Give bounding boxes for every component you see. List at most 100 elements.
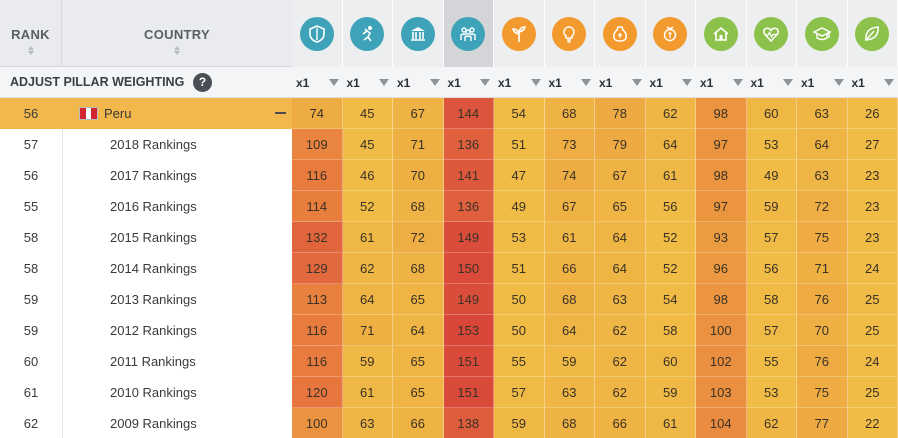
score-cell: 64 [595,253,646,284]
pillar-column-header[interactable] [797,0,848,67]
score-cell: 49 [494,191,545,222]
lightbulb-icon [552,16,587,51]
score-cell: 97 [696,129,747,160]
score-cell: 71 [342,315,393,346]
rank-header[interactable]: RANK [0,0,62,67]
score-cell: 77 [797,408,848,438]
pillar-column-header[interactable] [595,0,646,67]
pillar-column-header[interactable] [544,0,595,67]
dropdown-arrow-icon[interactable] [328,79,339,86]
adjust-weighting-row: ADJUST PILLAR WEIGHTING ? x1 x1 x1 x1 x1 x1 x1… [0,67,898,98]
country-header[interactable]: COUNTRY [62,0,292,67]
pillar-column-header[interactable] [746,0,797,67]
dropdown-arrow-icon[interactable] [783,79,793,86]
pillar-column-header[interactable] [393,0,444,67]
weight-selector[interactable]: x1 [797,67,848,98]
dropdown-arrow-icon[interactable] [480,79,490,86]
pillar-column-header[interactable] [292,0,343,67]
dropdown-arrow-icon[interactable] [379,79,389,86]
score-cell: 65 [393,284,444,315]
table-row: 60 2011 Rankings 116 59 65 151 55 59 62 60 102 55 76… [0,346,898,377]
score-cell: 64 [342,284,393,315]
score-cell: 98 [696,160,747,191]
weight-selector[interactable]: x1 [595,67,646,98]
dropdown-arrow-icon[interactable] [581,79,591,86]
rank-value: 62 [0,408,62,438]
score-cell: 61 [342,377,393,408]
pillar-column-header[interactable] [696,0,747,67]
country-row[interactable]: 56 Peru 74 45 67 144 54 68 78 62 98 60 63 26 [0,98,898,129]
sort-icon[interactable] [173,46,181,56]
weight-selector[interactable]: x1 [444,67,495,98]
help-icon[interactable]: ? [193,73,212,92]
score-cell: 63 [342,408,393,438]
weight-selector[interactable]: x1 [848,67,898,98]
weight-selector[interactable]: x1 [393,67,444,98]
weight-selector[interactable]: x1 [696,67,747,98]
score-cell: 45 [342,129,393,160]
weight-value: x1 [346,76,360,90]
score-cell: 109 [292,129,343,160]
table-row: 55 2016 Rankings 114 52 68 136 49 67 65 56 97 59 72 2… [0,191,898,222]
dropdown-arrow-icon[interactable] [884,79,894,86]
dropdown-arrow-icon[interactable] [429,79,440,86]
score-cell: 54 [645,284,696,315]
score-cell: 60 [746,98,797,129]
weight-value: x1 [548,76,562,90]
dropdown-arrow-icon[interactable] [631,79,642,86]
score-cell: 66 [595,408,646,438]
dropdown-arrow-icon[interactable] [682,79,692,86]
score-cell: 23 [847,160,898,191]
pillar-column-header[interactable] [494,0,545,67]
year-label: 2011 Rankings [62,346,292,377]
score-cell: 61 [342,222,393,253]
weight-selector[interactable]: x1 [646,67,697,98]
score-cell: 25 [847,284,898,315]
score-cell: 72 [393,222,444,253]
pillar-column-header[interactable] [443,0,494,67]
score-cell: 58 [645,315,696,346]
score-cell: 59 [544,346,595,377]
running-person-icon [350,16,385,51]
collapse-icon[interactable] [275,112,286,114]
pillar-column-header[interactable] [847,0,898,67]
dropdown-arrow-icon[interactable] [732,79,743,86]
weight-value: x1 [599,76,613,90]
weight-value: x1 [397,76,411,90]
score-cell: 64 [595,222,646,253]
score-cell: 67 [544,191,595,222]
score-cell: 67 [393,98,444,129]
score-cell: 52 [342,191,393,222]
score-cell: 149 [443,222,494,253]
score-cell: 151 [443,346,494,377]
weight-selector[interactable]: x1 [494,67,545,98]
score-cell: 120 [292,377,343,408]
government-building-icon [400,16,435,51]
score-cell: 50 [494,284,545,315]
dropdown-arrow-icon[interactable] [833,79,844,86]
score-cell: 63 [797,98,848,129]
score-cell: 57 [746,315,797,346]
rank-value: 58 [0,222,62,253]
weight-selector[interactable]: x1 [545,67,596,98]
rank-value: 55 [0,191,62,222]
pillar-column-header[interactable] [342,0,393,67]
score-cell: 136 [443,191,494,222]
rank-header-label: RANK [11,27,50,42]
score-cell: 98 [696,98,747,129]
weight-selector[interactable]: x1 [343,67,394,98]
score-cell: 66 [393,408,444,438]
dropdown-arrow-icon[interactable] [530,79,541,86]
sort-icon[interactable] [27,46,35,56]
score-cell: 62 [595,346,646,377]
weight-selector[interactable]: x1 [747,67,798,98]
weight-value: x1 [801,76,815,90]
peru-flag-icon [79,107,98,120]
score-cell: 73 [544,129,595,160]
score-cell: 22 [847,408,898,438]
weight-selector[interactable]: x1 [292,67,343,98]
score-cell: 55 [746,346,797,377]
table-row: 62 2009 Rankings 100 63 66 138 59 68 66 61 104 62 77… [0,408,898,438]
score-cell: 76 [797,284,848,315]
pillar-column-header[interactable] [645,0,696,67]
